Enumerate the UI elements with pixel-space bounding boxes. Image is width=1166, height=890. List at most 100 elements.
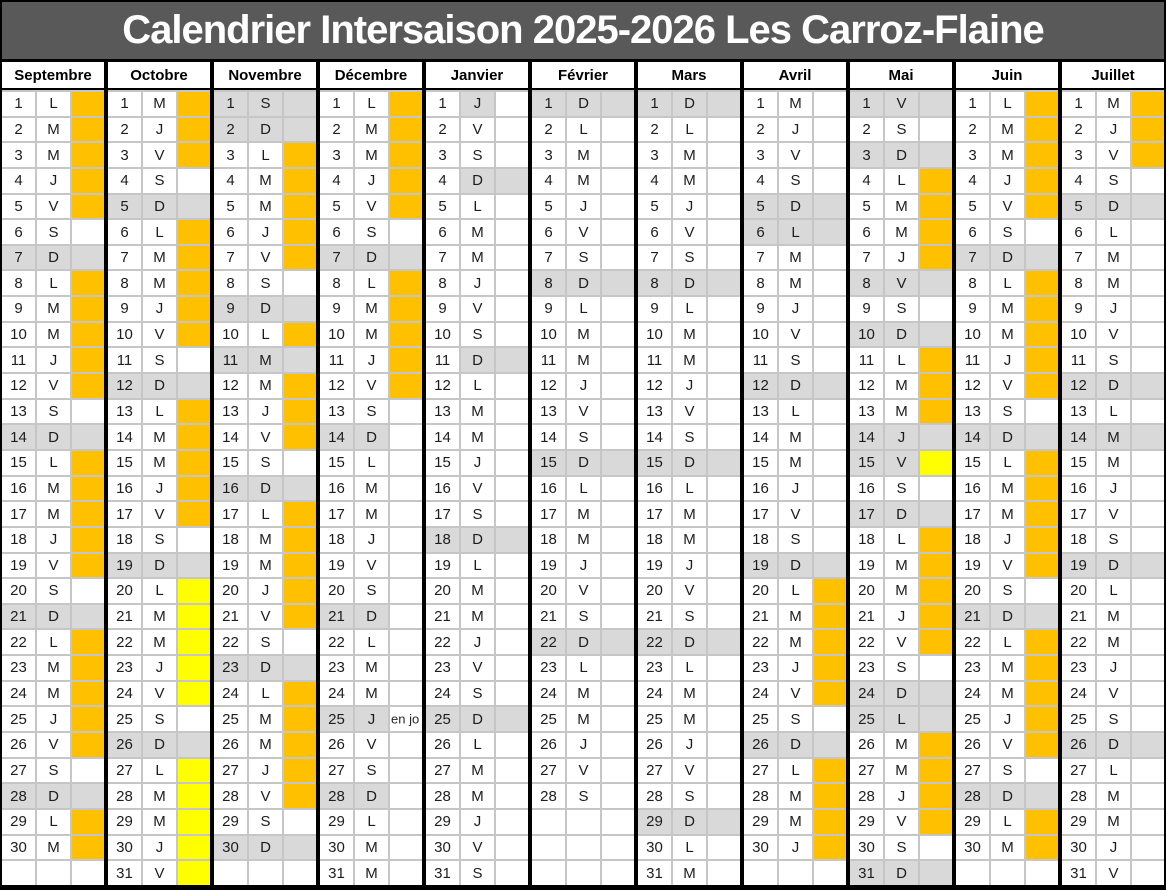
day-letter-cell[interactable]: M [779, 245, 812, 270]
day-letter-cell[interactable]: V [461, 476, 494, 501]
day-status-cell[interactable] [496, 476, 528, 501]
day-status-cell[interactable] [920, 656, 952, 680]
day-status-cell[interactable] [178, 707, 210, 732]
day-status-cell[interactable] [708, 399, 740, 424]
day-status-cell[interactable] [814, 630, 846, 655]
day-letter-cell[interactable]: M [1097, 784, 1130, 808]
day-status-cell[interactable] [1132, 143, 1164, 167]
day-number-cell[interactable]: 12 [744, 374, 777, 398]
day-status-cell[interactable] [1026, 630, 1058, 655]
day-letter-cell[interactable]: V [143, 322, 176, 347]
day-letter-cell[interactable]: D [355, 425, 388, 449]
day-number-cell[interactable]: 4 [108, 168, 141, 193]
day-number-cell[interactable]: 21 [320, 604, 353, 629]
day-number-cell[interactable]: 8 [426, 271, 459, 296]
day-letter-cell[interactable]: D [885, 322, 918, 347]
day-status-cell[interactable] [496, 322, 528, 347]
day-status-cell[interactable] [920, 117, 952, 142]
day-number-cell[interactable]: 28 [638, 784, 671, 808]
day-status-cell[interactable] [814, 579, 846, 603]
day-letter-cell[interactable]: M [567, 168, 600, 193]
day-letter-cell[interactable]: M [991, 835, 1024, 860]
day-letter-cell[interactable]: L [1097, 220, 1130, 244]
day-status-cell[interactable] [284, 707, 316, 732]
month-header-avril[interactable]: Avril [744, 62, 846, 90]
day-letter-cell[interactable]: S [885, 835, 918, 860]
day-letter-cell[interactable]: D [885, 681, 918, 706]
day-letter-cell[interactable] [991, 861, 1024, 885]
day-number-cell[interactable]: 29 [638, 809, 671, 834]
day-status-cell[interactable] [496, 271, 528, 296]
day-letter-cell[interactable]: V [355, 733, 388, 757]
day-status-cell[interactable] [920, 374, 952, 398]
day-letter-cell[interactable]: S [355, 220, 388, 244]
day-number-cell[interactable]: 23 [320, 656, 353, 680]
day-status-cell[interactable] [284, 630, 316, 655]
day-status-cell[interactable] [814, 92, 846, 116]
day-number-cell[interactable]: 2 [744, 117, 777, 142]
day-number-cell[interactable]: 8 [532, 271, 565, 296]
day-status-cell[interactable] [178, 374, 210, 398]
day-number-cell[interactable]: 7 [320, 245, 353, 270]
day-number-cell[interactable]: 16 [850, 476, 883, 501]
day-status-cell[interactable] [602, 604, 634, 629]
day-number-cell[interactable]: 3 [2, 143, 35, 167]
day-letter-cell[interactable]: J [991, 168, 1024, 193]
day-status-cell[interactable] [708, 348, 740, 373]
day-status-cell[interactable] [496, 579, 528, 603]
day-number-cell[interactable]: 13 [108, 399, 141, 424]
day-status-cell[interactable] [390, 681, 422, 706]
day-letter-cell[interactable]: M [461, 579, 494, 603]
day-letter-cell[interactable]: D [779, 733, 812, 757]
day-status-cell[interactable] [178, 835, 210, 860]
day-status-cell[interactable] [708, 143, 740, 167]
day-status-cell[interactable] [390, 758, 422, 783]
day-letter-cell[interactable]: D [991, 604, 1024, 629]
day-number-cell[interactable]: 12 [850, 374, 883, 398]
day-number-cell[interactable]: 20 [1062, 579, 1095, 603]
day-letter-cell[interactable]: M [461, 425, 494, 449]
day-status-cell[interactable] [390, 297, 422, 321]
day-status-cell[interactable] [72, 450, 104, 475]
day-status-cell[interactable] [1132, 681, 1164, 706]
day-status-cell[interactable] [814, 527, 846, 552]
day-number-cell[interactable]: 1 [744, 92, 777, 116]
day-letter-cell[interactable]: M [567, 348, 600, 373]
day-status-cell[interactable] [1132, 271, 1164, 296]
day-letter-cell[interactable]: M [567, 681, 600, 706]
day-number-cell[interactable]: 30 [1062, 835, 1095, 860]
day-status-cell[interactable] [284, 733, 316, 757]
day-letter-cell[interactable]: J [249, 758, 282, 783]
day-number-cell[interactable] [214, 861, 247, 885]
day-status-cell[interactable] [1026, 502, 1058, 526]
day-number-cell[interactable]: 15 [108, 450, 141, 475]
day-number-cell[interactable]: 27 [1062, 758, 1095, 783]
month-header-janvier[interactable]: Janvier [426, 62, 528, 90]
day-letter-cell[interactable]: L [355, 450, 388, 475]
day-letter-cell[interactable]: M [885, 374, 918, 398]
day-number-cell[interactable]: 8 [638, 271, 671, 296]
day-letter-cell[interactable]: D [885, 502, 918, 526]
day-letter-cell[interactable]: V [143, 681, 176, 706]
day-status-cell[interactable] [814, 450, 846, 475]
day-letter-cell[interactable]: D [779, 553, 812, 578]
day-letter-cell[interactable]: L [143, 220, 176, 244]
day-status-cell[interactable] [284, 784, 316, 808]
day-status-cell[interactable] [1132, 502, 1164, 526]
day-status-cell[interactable] [496, 604, 528, 629]
day-letter-cell[interactable]: V [461, 656, 494, 680]
day-status-cell[interactable] [920, 579, 952, 603]
day-status-cell[interactable] [72, 271, 104, 296]
day-number-cell[interactable]: 16 [956, 476, 989, 501]
day-status-cell[interactable] [708, 117, 740, 142]
day-status-cell[interactable] [284, 117, 316, 142]
day-status-cell[interactable] [1132, 476, 1164, 501]
day-number-cell[interactable]: 30 [638, 835, 671, 860]
day-status-cell[interactable] [1026, 194, 1058, 219]
day-status-cell[interactable] [708, 656, 740, 680]
day-status-cell[interactable] [814, 271, 846, 296]
day-number-cell[interactable]: 7 [426, 245, 459, 270]
day-number-cell[interactable]: 7 [2, 245, 35, 270]
day-letter-cell[interactable]: J [355, 348, 388, 373]
day-letter-cell[interactable]: L [355, 630, 388, 655]
